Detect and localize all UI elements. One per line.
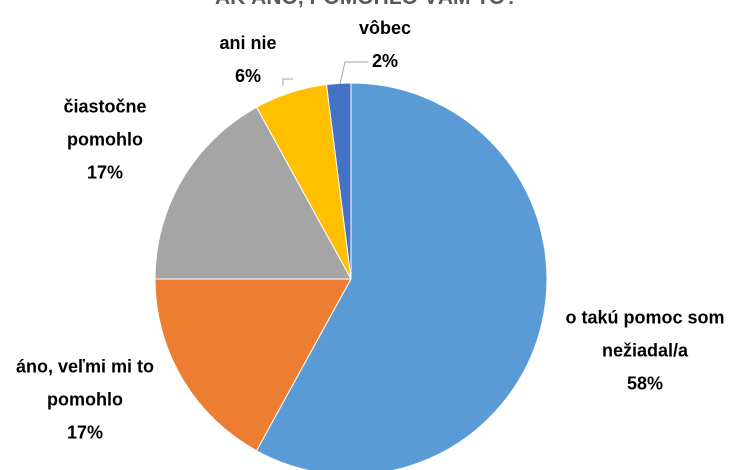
- value-label: 17%: [66, 422, 104, 443]
- value-label: 6%: [234, 66, 261, 86]
- slice-label: ani nie 6%: [198, 27, 298, 93]
- leader-line: [339, 61, 368, 85]
- slice-label: čiastočne pomohlo 17%: [45, 91, 165, 190]
- value-label: 58%: [626, 373, 664, 394]
- pie-slice: [154, 278, 352, 452]
- category-label: áno, veľmi mi to pomohlo: [16, 356, 154, 410]
- slice-label: o takú pomoc som nežiadal/a 58%: [560, 302, 730, 401]
- pie-slice: [154, 106, 352, 280]
- category-label: ani nie: [219, 33, 277, 53]
- pie-slice: [255, 82, 548, 470]
- leader-line: [282, 78, 293, 86]
- chart-title: AK ÁNO, POMOHLO VÁM TO?: [0, 0, 733, 10]
- category-label: o takú pomoc som nežiadal/a: [565, 307, 725, 361]
- category-label: čiastočne pomohlo: [63, 96, 147, 150]
- value-label: 2%: [371, 51, 398, 71]
- slice-label: vôbec 2%: [335, 12, 435, 78]
- category-label: vôbec: [358, 18, 412, 38]
- slice-label: áno, veľmi mi to pomohlo 17%: [5, 351, 165, 450]
- value-label: 17%: [86, 162, 124, 183]
